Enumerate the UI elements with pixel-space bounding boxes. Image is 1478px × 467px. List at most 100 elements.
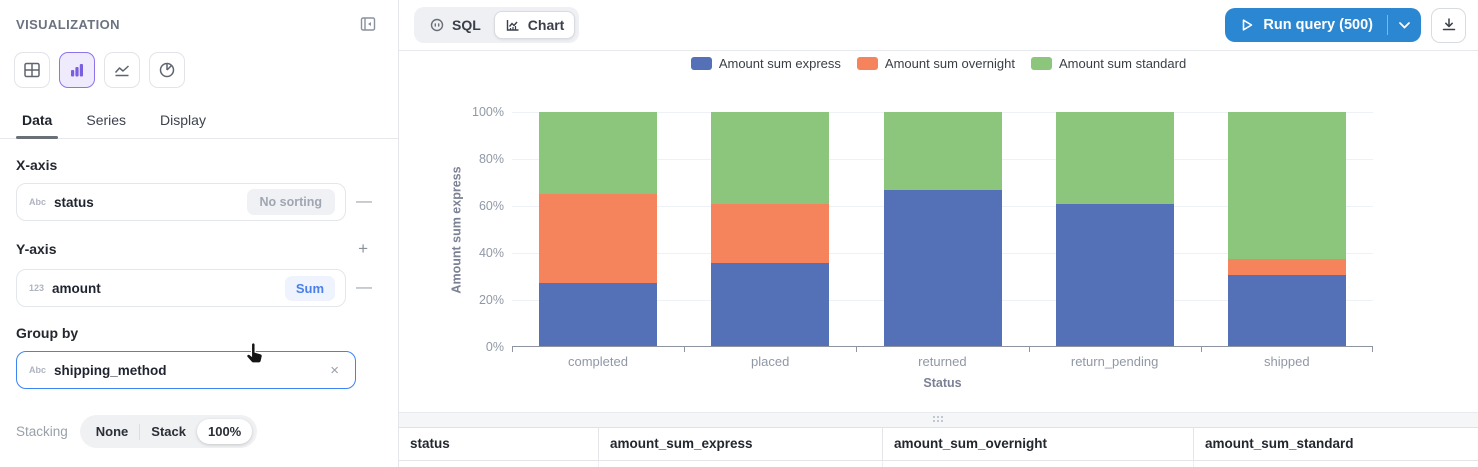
legend-swatch	[856, 57, 878, 70]
bar-segment	[883, 190, 1002, 346]
play-icon	[1243, 19, 1253, 31]
y-axis-field[interactable]: 123 amount Sum	[16, 269, 346, 307]
visualization-sidebar: VISUALIZATION Data Series Display X-axis A…	[0, 0, 399, 467]
bar-completed[interactable]	[539, 112, 658, 346]
x-axis-heading: X-axis	[16, 157, 58, 173]
legend-item[interactable]: Amount sum standard	[1031, 56, 1186, 71]
x-axis-field[interactable]: Abc status No sorting	[16, 183, 346, 221]
stacking-segmented-control: None Stack 100%	[79, 415, 258, 448]
text-type-icon: Abc	[29, 365, 47, 375]
bar-shipped[interactable]	[1227, 112, 1346, 346]
y-tick-label: 40%	[478, 246, 504, 260]
sorting-button[interactable]: No sorting	[246, 189, 335, 215]
chart-icon	[505, 17, 521, 33]
stacking-option-stack[interactable]: Stack	[151, 424, 186, 439]
chart-type-table-button[interactable]	[14, 52, 50, 88]
legend-swatch	[1031, 57, 1052, 70]
text-type-icon: Abc	[29, 197, 47, 207]
bar-segment	[1055, 112, 1174, 205]
legend-swatch	[690, 57, 712, 70]
download-icon	[1442, 18, 1455, 31]
table-cell	[399, 461, 599, 467]
bar-segment	[539, 282, 658, 346]
tab-display[interactable]: Display	[160, 112, 206, 128]
plot-area	[512, 112, 1373, 352]
clear-group-by-icon[interactable]: ×	[330, 361, 339, 379]
x-tick-label: completed	[568, 354, 628, 369]
run-query-dropdown-button[interactable]	[1388, 8, 1421, 42]
group-by-section: Group by Abc shipping_method ×	[0, 307, 398, 389]
sidebar-tabs: Data Series Display	[0, 92, 398, 139]
chart-type-pie-button[interactable]	[149, 52, 185, 88]
bar-segment	[1055, 204, 1174, 346]
legend-item[interactable]: Amount sum overnight	[856, 56, 1015, 71]
bar-chart-icon	[68, 61, 86, 79]
main-toolbar: SQL Chart Run query (500)	[399, 0, 1478, 51]
sidebar-title: VISUALIZATION	[16, 16, 120, 32]
bar-segment	[1227, 112, 1346, 260]
segment-divider	[139, 423, 141, 440]
legend-label: Amount sum overnight	[884, 56, 1015, 71]
panel-resize-handle[interactable]	[399, 411, 1478, 428]
chart-legend: Amount sum express Amount sum overnight Am…	[399, 56, 1478, 71]
group-by-heading: Group by	[16, 325, 79, 341]
stacking-option-none[interactable]: None	[95, 424, 129, 439]
column-header-status[interactable]: status	[399, 427, 599, 461]
tab-series[interactable]: Series	[86, 112, 127, 128]
x-tick-label: shipped	[1264, 354, 1310, 369]
x-axis-tick	[1028, 347, 1030, 352]
view-toggle: SQL Chart	[414, 7, 580, 43]
drag-handle-icon	[932, 415, 945, 424]
remove-x-axis-button[interactable]: —	[356, 193, 372, 210]
x-tick-label: placed	[751, 354, 790, 369]
x-axis-tick	[856, 347, 858, 352]
y-tick-label: 20%	[478, 293, 504, 307]
chart-type-bar-button[interactable]	[59, 52, 95, 88]
group-by-field[interactable]: Abc shipping_method ×	[16, 351, 356, 389]
stacking-option-100pct[interactable]: 100%	[196, 419, 253, 444]
column-header-amount_sum_express[interactable]: amount_sum_express	[599, 427, 883, 461]
collapse-panel-icon[interactable]	[358, 14, 378, 34]
bar-returned[interactable]	[883, 112, 1002, 346]
x-axis-section: X-axis Abc status No sorting —	[0, 139, 398, 221]
add-y-axis-button[interactable]: +	[358, 239, 368, 258]
x-axis-field-name: status	[54, 194, 94, 210]
run-query-group: Run query (500)	[1225, 8, 1421, 42]
table-cell	[1194, 461, 1477, 467]
x-tick-label: return_pending	[1070, 354, 1159, 369]
remove-y-axis-button[interactable]: —	[356, 279, 372, 296]
line-chart-icon	[113, 61, 131, 79]
y-axis-section: Y-axis + 123 amount Sum —	[0, 221, 398, 307]
table-cell	[883, 461, 1194, 467]
run-query-button[interactable]: Run query (500)	[1225, 8, 1387, 42]
legend-label: Amount sum standard	[1059, 56, 1187, 71]
x-tick-label: returned	[918, 354, 967, 369]
result-table-header: status amount_sum_express amount_sum_overn…	[399, 427, 1478, 462]
x-axis-tick	[512, 347, 513, 352]
bar-segment	[539, 112, 658, 194]
y-tick-label: 100%	[472, 105, 504, 119]
column-header-amount_sum_overnight[interactable]: amount_sum_overnight	[883, 427, 1194, 461]
aggregation-button[interactable]: Sum	[284, 275, 335, 301]
column-header-amount_sum_standard[interactable]: amount_sum_standard	[1205, 436, 1354, 452]
y-axis-heading: Y-axis	[16, 241, 57, 257]
result-table-row	[399, 461, 1478, 467]
bar-segment	[711, 262, 830, 346]
y-tick-label: 80%	[478, 152, 504, 166]
tab-data[interactable]: Data	[15, 112, 59, 139]
bar-placed[interactable]	[711, 112, 830, 346]
x-axis-tick	[1200, 347, 1202, 352]
table-chart-icon	[23, 61, 41, 79]
view-toggle-chart[interactable]: Chart	[493, 11, 576, 39]
group-by-field-name: shipping_method	[54, 362, 167, 378]
y-axis-field-name: amount	[52, 280, 101, 296]
y-axis-title: Amount sum express	[450, 165, 464, 294]
chart-type-picker	[0, 44, 398, 92]
legend-item[interactable]: Amount sum express	[690, 56, 841, 71]
chart-type-line-button[interactable]	[104, 52, 140, 88]
main-area: SQL Chart Run query (500) Amount sum expr…	[399, 0, 1478, 467]
view-toggle-sql[interactable]: SQL	[418, 11, 492, 39]
download-button[interactable]	[1431, 7, 1466, 43]
stacking-section: Stacking None Stack 100%	[0, 389, 398, 448]
bar-return_pending[interactable]	[1055, 112, 1174, 346]
